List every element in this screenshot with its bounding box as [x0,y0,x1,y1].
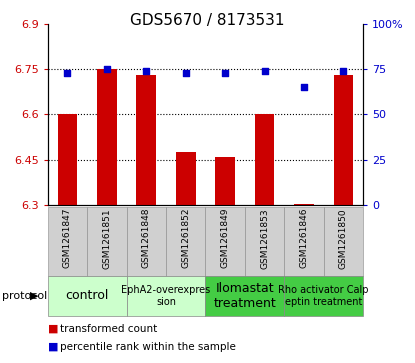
Point [261,68,268,74]
Bar [294,204,314,205]
Text: GSM1261850: GSM1261850 [339,208,348,269]
Text: GSM1261853: GSM1261853 [260,208,269,269]
Point [222,70,229,76]
Text: ■: ■ [48,342,58,352]
Text: control: control [66,289,109,302]
Text: EphA2-overexpres
sion: EphA2-overexpres sion [121,285,211,307]
Text: transformed count: transformed count [60,323,157,334]
Text: GSM1261851: GSM1261851 [103,208,111,269]
Point [143,68,150,74]
Text: ■: ■ [48,323,58,334]
Text: protocol: protocol [2,291,47,301]
Point [183,70,189,76]
Bar [255,114,274,205]
Point [104,66,110,72]
Text: GSM1261849: GSM1261849 [221,208,229,269]
Text: GSM1261847: GSM1261847 [63,208,72,269]
Text: GSM1261848: GSM1261848 [142,208,151,269]
Bar [176,152,195,205]
Bar [215,157,235,205]
Text: GSM1261846: GSM1261846 [300,208,308,269]
Point [340,68,347,74]
Text: Ilomastat
treatment: Ilomastat treatment [213,282,276,310]
Bar [58,114,77,205]
Text: GSM1261852: GSM1261852 [181,208,190,269]
Text: percentile rank within the sample: percentile rank within the sample [60,342,236,352]
Point [64,70,71,76]
Bar [97,69,117,205]
Bar [137,75,156,205]
Bar [334,75,353,205]
Text: ▶: ▶ [30,291,39,301]
Text: GDS5670 / 8173531: GDS5670 / 8173531 [130,13,285,28]
Point [300,84,307,90]
Text: Rho activator Calp
eptin treatment: Rho activator Calp eptin treatment [278,285,369,307]
